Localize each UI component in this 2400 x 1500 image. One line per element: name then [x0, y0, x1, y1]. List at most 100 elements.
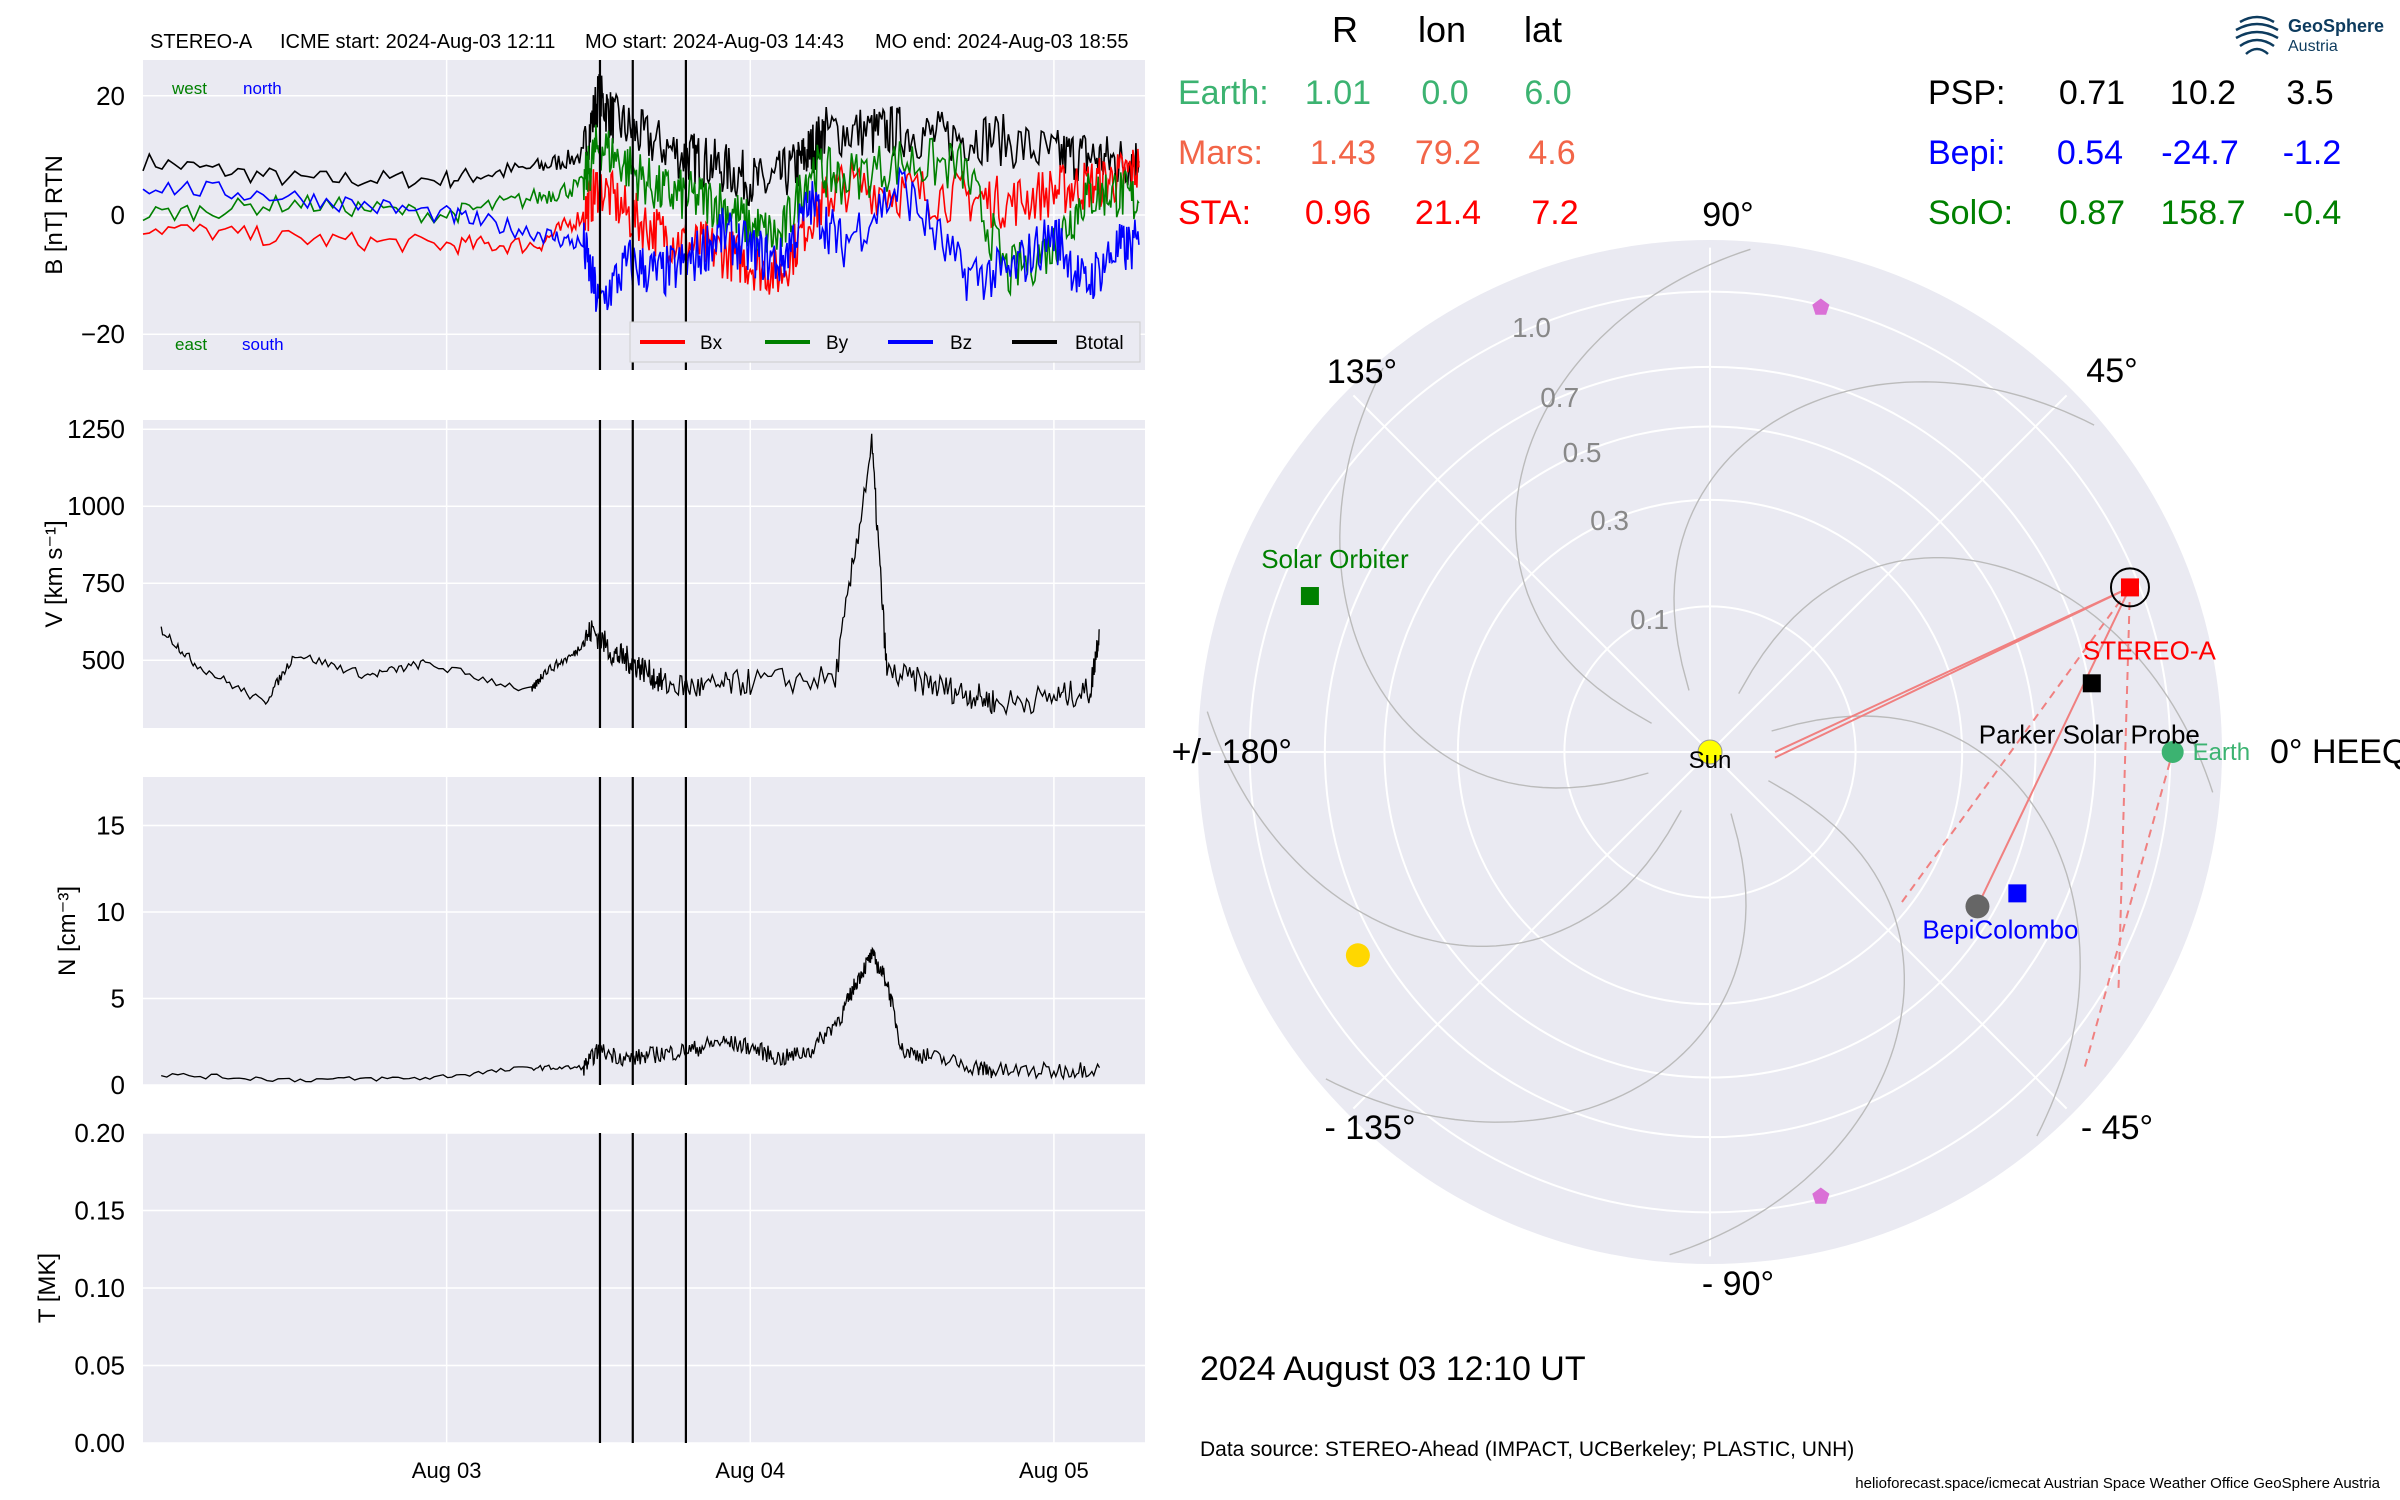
polar-grid: [1205, 247, 2215, 1257]
series-n-line: [161, 946, 1101, 1083]
polar-spoke: [1352, 394, 1711, 753]
series-layer: [142, 60, 1140, 1443]
mars-marker: [1812, 1187, 1830, 1204]
row-earth-lon: 0.0: [1421, 74, 1468, 112]
polar-radius-label: 0.7: [1540, 382, 1579, 413]
geosphere-logo: GeoSphere Austria: [2232, 12, 2385, 62]
north-label: north: [243, 79, 282, 98]
icme-start-label: ICME start: 2024-Aug-03 12:11: [280, 31, 555, 53]
logo-name-1: GeoSphere: [2288, 16, 2385, 36]
xtick-label: Aug 04: [715, 1458, 785, 1483]
row-mars-lon: 79.2: [1415, 134, 1481, 172]
polar-angle-label: - 90°: [1702, 1265, 1774, 1303]
polar-radial-labels: 0.1 0.3 0.5 0.7 1.0: [1512, 312, 1669, 635]
grid-layer: [143, 60, 1145, 1444]
ytick-label: 750: [82, 568, 125, 598]
solar-orbiter-marker: [1300, 587, 1319, 606]
polar-angle-labels: 0° HEEQ 45° 90° 135° +/- 180° - 135° - 90° - 45…: [1172, 196, 2400, 1303]
polar-radius-label: 1.0: [1512, 312, 1551, 343]
row-psp-lat: 3.5: [2286, 74, 2333, 112]
row-solo-r: 0.87: [2059, 194, 2125, 232]
col-header-r: R: [1332, 9, 1358, 50]
polar-spirals: [1206, 248, 2214, 1256]
row-bepi-lat: -1.2: [2283, 134, 2342, 172]
logo-name-2: Austria: [2288, 38, 2338, 55]
polar-angle-label: 90°: [1702, 196, 1753, 234]
bepicolombo-marker: [2008, 884, 2027, 903]
field-line-ray: [1976, 586, 2131, 907]
field-line-ray: [2083, 751, 2174, 1067]
row-bepi-r: 0.54: [2057, 134, 2123, 172]
sun-label: Sun: [1689, 747, 1732, 774]
solar-orbiter-label: Solar Orbiter: [1261, 544, 1409, 574]
n-panel-ylabel: N [cm⁻³]: [54, 886, 81, 976]
mo-start-label: MO start: 2024-Aug-03 14:43: [585, 31, 844, 53]
v-panel-ylabel: V [km s⁻¹]: [41, 520, 68, 627]
col-header-lat: lat: [1524, 9, 1562, 50]
row-sta-lon: 21.4: [1415, 194, 1481, 232]
row-mars-name: Mars:: [1178, 134, 1263, 172]
series-v-line: [160, 433, 1101, 717]
stereo-a-ring: [2109, 567, 2150, 608]
ytick-label: 0: [111, 1070, 125, 1100]
b-panel-ylabel: B [nT] RTN: [41, 155, 68, 275]
row-psp-name: PSP:: [1928, 74, 2005, 112]
legend-label-by: By: [826, 333, 849, 354]
polar-bodies: Sun Earth STEREO-A Parker Solar Probe BepiCo…: [1261, 298, 2250, 1204]
parker-spiral: [1515, 248, 1751, 724]
west-label: west: [171, 79, 207, 98]
polar-radius-label: 0.5: [1563, 437, 1602, 468]
t-panel-ylabel: T [MK]: [34, 1253, 61, 1323]
polar-radius-label: 0.3: [1590, 505, 1629, 536]
field-line-ray: [1901, 586, 2131, 903]
ytick-label: 15: [96, 810, 125, 840]
polar-spoke: [1709, 394, 2068, 753]
row-bepi-lon: -24.7: [2161, 134, 2239, 172]
legend-label-bz: Bz: [950, 333, 972, 354]
field-line-ray: [2117, 587, 2131, 988]
ytick-label: 0.20: [74, 1118, 125, 1148]
south-label: south: [242, 335, 284, 354]
ytick-label: 1250: [67, 414, 125, 444]
polar-spoke: [1352, 751, 1711, 1110]
earth-label: Earth: [2193, 739, 2250, 766]
field-line-ray: [1774, 586, 2131, 753]
legend-label-btotal: Btotal: [1075, 333, 1124, 354]
data-source-label: Data source: STEREO-Ahead (IMPACT, UCBer…: [1200, 1438, 1854, 1461]
date-label: 2024 August 03 12:10 UT: [1200, 1350, 1586, 1388]
psp-marker: [2082, 674, 2101, 693]
polar-angle-label: - 135°: [1324, 1109, 1415, 1147]
row-sta-lat: 7.2: [1531, 194, 1578, 232]
polar-angle-label: +/- 180°: [1172, 733, 1292, 771]
row-earth-lat: 6.0: [1524, 74, 1571, 112]
row-solo-lat: -0.4: [2283, 194, 2342, 232]
row-mars-r: 1.43: [1310, 134, 1376, 172]
row-earth-r: 1.01: [1305, 74, 1371, 112]
polar-spoke: [1709, 751, 2068, 1110]
sun-marker: [1697, 739, 1723, 765]
ytick-label: 0.00: [74, 1428, 125, 1458]
series-bz-line: [142, 166, 1140, 312]
marker-planet-marker: [1345, 943, 1370, 968]
parker-spiral: [1669, 780, 1905, 1256]
panel-n-bg: [143, 777, 1145, 1085]
ytick-label: −20: [81, 319, 125, 349]
east-label: east: [175, 335, 207, 354]
xtick-label: Aug 03: [412, 1458, 482, 1483]
parker-spiral: [1673, 381, 2095, 691]
ytick-label: 0: [111, 200, 125, 230]
mars-marker: [1812, 298, 1830, 315]
ytick-label: 0.10: [74, 1273, 125, 1303]
legend-label-bx: Bx: [700, 333, 723, 354]
ytick-label: 20: [96, 81, 125, 111]
row-psp-r: 0.71: [2059, 74, 2125, 112]
row-earth-name: Earth:: [1178, 74, 1269, 112]
footer-credits: helioforecast.space/icmecat Austrian Spa…: [1855, 1475, 2380, 1492]
spacecraft-label: STEREO-A: [150, 31, 253, 53]
ytick-label: 1000: [67, 491, 125, 521]
polar-rays: [1774, 586, 2174, 1067]
row-solo-name: SolO:: [1928, 194, 2013, 232]
xtick-label: Aug 05: [1019, 1458, 1089, 1483]
polar-angle-label: 45°: [2086, 352, 2137, 390]
